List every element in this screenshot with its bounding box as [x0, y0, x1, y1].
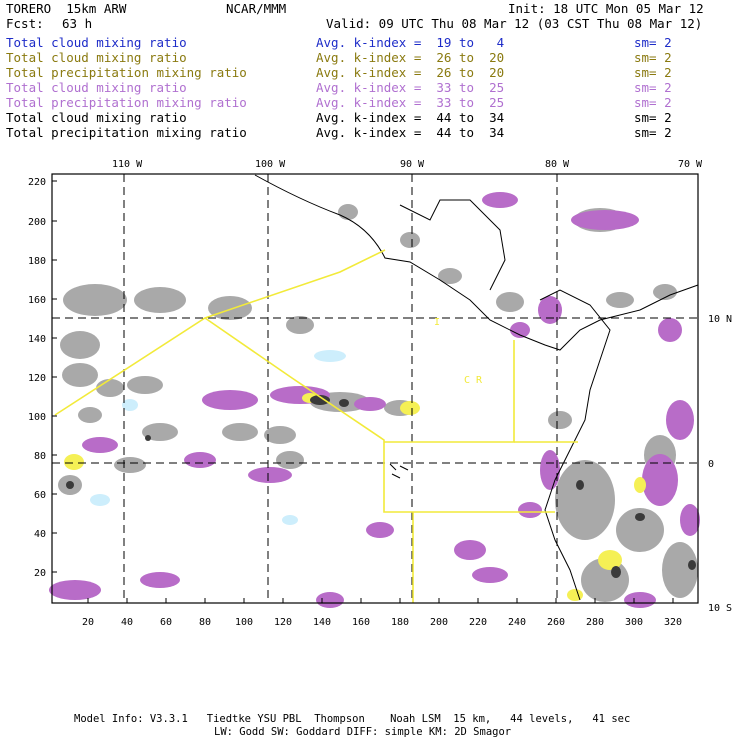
x-tick: 160	[352, 617, 370, 628]
x-tick: 120	[274, 617, 292, 628]
y-tick: 120	[28, 373, 46, 384]
y-ticks: 220 200 180 160 140 120 100 80 60 40 20	[28, 177, 46, 579]
x-tick-marks	[88, 598, 673, 603]
lon-label: 110 W	[112, 159, 143, 170]
x-tick: 40	[121, 617, 133, 628]
y-tick: 160	[28, 295, 46, 306]
y-tick: 40	[34, 529, 46, 540]
region-mark: I	[434, 317, 440, 328]
y-tick-marks	[52, 181, 57, 572]
y-tick: 180	[28, 256, 46, 267]
y-tick: 80	[34, 451, 46, 462]
lon-labels: 110 W 100 W 90 W 80 W 70 W	[112, 159, 703, 170]
x-tick: 240	[508, 617, 526, 628]
x-ticks: 20 40 60 80 100 120 140 160 180 200 220 …	[82, 617, 682, 628]
x-tick: 140	[313, 617, 331, 628]
y-tick: 60	[34, 490, 46, 501]
lon-label: 70 W	[678, 159, 703, 170]
x-tick: 100	[235, 617, 253, 628]
x-tick: 180	[391, 617, 409, 628]
y-tick: 200	[28, 217, 46, 228]
lat-label: 10 S	[708, 603, 732, 614]
x-tick: 320	[664, 617, 682, 628]
lon-label: 80 W	[545, 159, 570, 170]
lat-labels: 10 N 0 10 S	[708, 314, 732, 614]
x-tick: 20	[82, 617, 94, 628]
physics-info: LW: Godd SW: Goddard DIFF: simple KM: 2D…	[214, 725, 511, 739]
x-tick: 220	[469, 617, 487, 628]
y-tick: 140	[28, 334, 46, 345]
y-tick: 20	[34, 568, 46, 579]
x-tick: 80	[199, 617, 211, 628]
x-tick: 200	[430, 617, 448, 628]
cyan-areas	[90, 350, 346, 525]
x-tick: 60	[160, 617, 172, 628]
x-tick: 300	[625, 617, 643, 628]
lat-label: 0	[708, 459, 714, 470]
region-label: C R	[464, 375, 483, 386]
lon-label: 100 W	[255, 159, 286, 170]
forecast-map: I C R 110 W 100 W 90 W 80 W 70 W 10 N 0 …	[0, 0, 740, 740]
y-tick: 220	[28, 177, 46, 188]
y-tick: 100	[28, 412, 46, 423]
lon-label: 90 W	[400, 159, 425, 170]
model-info: Model Info: V3.3.1 Tiedtke YSU PBL Thomp…	[74, 712, 630, 726]
x-tick: 280	[586, 617, 604, 628]
x-tick: 260	[547, 617, 565, 628]
lat-label: 10 N	[708, 314, 732, 325]
